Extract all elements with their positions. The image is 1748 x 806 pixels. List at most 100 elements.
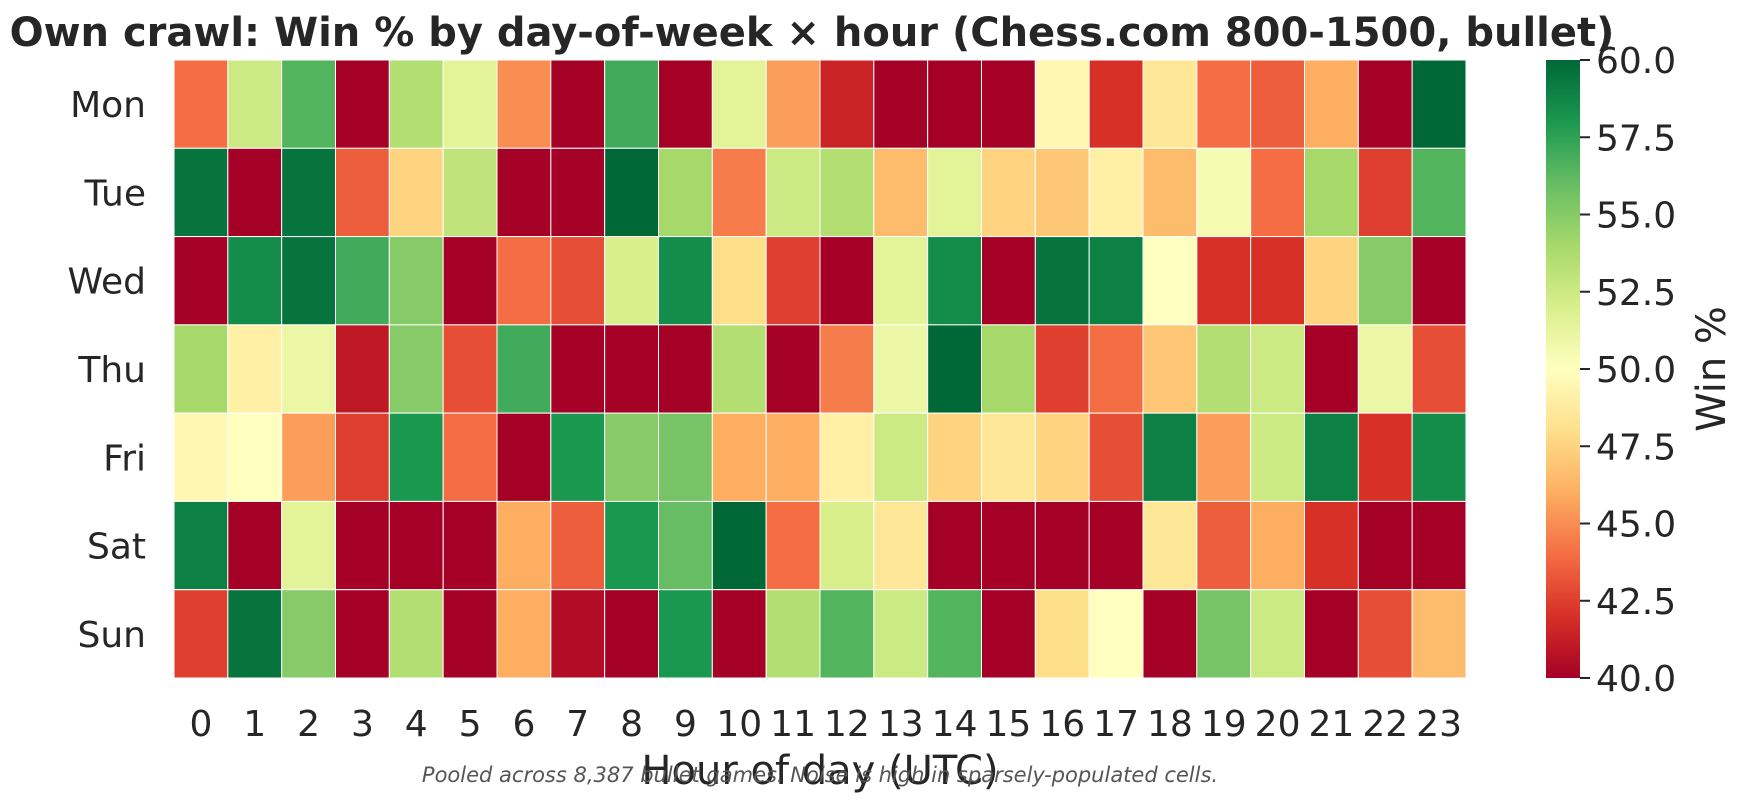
x-tick-label-20: 20 — [1255, 704, 1301, 745]
colorbar-tick-label: 57.5 — [1596, 118, 1676, 159]
heatmap-cell-sat-8 — [604, 500, 660, 591]
heatmap-cell-sat-20 — [1250, 500, 1305, 591]
heatmap-cell-mon-18 — [1142, 59, 1198, 149]
heatmap-cell-thu-16 — [1034, 324, 1090, 414]
heatmap-cell-thu-15 — [981, 324, 1036, 414]
heatmap-cell-sat-18 — [1142, 500, 1198, 591]
heatmap-cell-thu-23 — [1411, 324, 1467, 414]
x-tick-label-4: 4 — [405, 704, 428, 745]
x-tick-label-21: 21 — [1309, 704, 1355, 745]
heatmap-cell-wed-19 — [1196, 236, 1252, 326]
heatmap-cell-fri-15 — [981, 412, 1036, 502]
x-tick-label-8: 8 — [620, 704, 643, 745]
heatmap-cell-mon-5 — [442, 59, 498, 149]
heatmap-cell-sun-21 — [1304, 589, 1359, 679]
x-tick-label-14: 14 — [932, 704, 978, 745]
heatmap-cell-sat-19 — [1196, 500, 1252, 591]
heatmap-cell-sat-22 — [1357, 500, 1413, 591]
heatmap-cells — [173, 59, 1467, 679]
heatmap-cell-sun-17 — [1088, 589, 1144, 679]
heatmap-cell-sun-15 — [981, 589, 1036, 679]
heatmap-cell-tue-18 — [1142, 147, 1198, 238]
heatmap-cell-thu-17 — [1088, 324, 1144, 414]
heatmap-cell-wed-10 — [711, 236, 767, 326]
heatmap-cell-sun-4 — [388, 589, 444, 679]
heatmap-cell-sat-12 — [819, 500, 875, 591]
heatmap-cell-fri-3 — [335, 412, 390, 502]
heatmap-cell-sun-6 — [496, 589, 552, 679]
heatmap-cell-fri-23 — [1411, 412, 1467, 502]
colorbar-tick-label: 55.0 — [1596, 196, 1676, 237]
heatmap-cell-mon-20 — [1250, 59, 1305, 149]
heatmap-cell-sun-18 — [1142, 589, 1198, 679]
heatmap-cell-fri-1 — [227, 412, 283, 502]
heatmap-cell-sat-17 — [1088, 500, 1144, 591]
heatmap-cell-tue-12 — [819, 147, 875, 238]
heatmap-cell-fri-9 — [658, 412, 713, 502]
heatmap-cell-sat-2 — [281, 500, 336, 591]
heatmap-cell-fri-5 — [442, 412, 498, 502]
x-tick-labels: 0 1 2 3 4 5 6 7 8 9 10 11 12 13 14 15 16 17 18 19 20 21 22 23 — [189, 704, 1462, 745]
heatmap-cell-sun-13 — [873, 589, 929, 679]
heatmap-cell-tue-6 — [496, 147, 552, 238]
heatmap-cell-sat-6 — [496, 500, 552, 591]
heatmap-cell-wed-22 — [1357, 236, 1413, 326]
colorbar-tick-label: 50.0 — [1596, 350, 1676, 391]
heatmap-cell-mon-19 — [1196, 59, 1252, 149]
heatmap-cell-mon-21 — [1304, 59, 1359, 149]
heatmap-cell-tue-2 — [281, 147, 336, 238]
heatmap-cell-fri-18 — [1142, 412, 1198, 502]
y-tick-label-tue: Tue — [84, 173, 147, 214]
heatmap-cell-tue-4 — [388, 147, 444, 238]
heatmap-cell-fri-19 — [1196, 412, 1252, 502]
x-tick-label-23: 23 — [1416, 704, 1462, 745]
colorbar-tick-label: 42.5 — [1596, 582, 1676, 623]
y-tick-label-sat: Sat — [87, 527, 146, 568]
y-tick-label-wed: Wed — [68, 262, 147, 303]
x-axis-label: Hour of day (UTC) — [641, 748, 998, 794]
heatmap-cell-sat-13 — [873, 500, 929, 591]
heatmap-cell-thu-9 — [658, 324, 713, 414]
colorbar-tick-label: 60.0 — [1596, 41, 1676, 82]
heatmap-cell-sun-19 — [1196, 589, 1252, 679]
heatmap-cell-thu-19 — [1196, 324, 1252, 414]
heatmap-cell-sat-16 — [1034, 500, 1090, 591]
heatmap-cell-sun-5 — [442, 589, 498, 679]
heatmap-cell-tue-14 — [927, 147, 983, 238]
heatmap-cell-sat-14 — [927, 500, 983, 591]
heatmap-cell-wed-3 — [335, 236, 390, 326]
heatmap-cell-sun-1 — [227, 589, 283, 679]
heatmap-cell-wed-1 — [227, 236, 283, 326]
x-tick-label-5: 5 — [459, 704, 482, 745]
heatmap-cell-fri-0 — [173, 412, 229, 502]
heatmap-cell-tue-5 — [442, 147, 498, 238]
heatmap-cell-tue-10 — [711, 147, 767, 238]
heatmap-cell-mon-6 — [496, 59, 552, 149]
heatmap-cell-sun-7 — [550, 589, 606, 679]
x-tick-label-0: 0 — [189, 704, 212, 745]
heatmap-cell-mon-8 — [604, 59, 660, 149]
chart-title: Own crawl: Win % by day-of-week × hour (… — [10, 10, 1615, 56]
heatmap-cell-thu-10 — [711, 324, 767, 414]
heatmap-cell-sun-3 — [335, 589, 390, 679]
heatmap-cell-wed-12 — [819, 236, 875, 326]
x-tick-label-22: 22 — [1362, 704, 1408, 745]
heatmap-cell-mon-9 — [658, 59, 713, 149]
heatmap-cell-mon-0 — [173, 59, 229, 149]
x-tick-label-12: 12 — [824, 704, 870, 745]
colorbar-tick-label: 52.5 — [1596, 273, 1676, 314]
heatmap-cell-mon-13 — [873, 59, 929, 149]
heatmap-cell-wed-14 — [927, 236, 983, 326]
heatmap-cell-tue-15 — [981, 147, 1036, 238]
x-tick-label-18: 18 — [1147, 704, 1193, 745]
heatmap-cell-sun-2 — [281, 589, 336, 679]
heatmap-cell-thu-3 — [335, 324, 390, 414]
heatmap-cell-tue-13 — [873, 147, 929, 238]
heatmap-cell-mon-1 — [227, 59, 283, 149]
heatmap-cell-sun-23 — [1411, 589, 1467, 679]
heatmap-cell-wed-6 — [496, 236, 552, 326]
y-tick-label-thu: Thu — [77, 350, 146, 391]
heatmap-cell-fri-16 — [1034, 412, 1090, 502]
heatmap-cell-mon-15 — [981, 59, 1036, 149]
